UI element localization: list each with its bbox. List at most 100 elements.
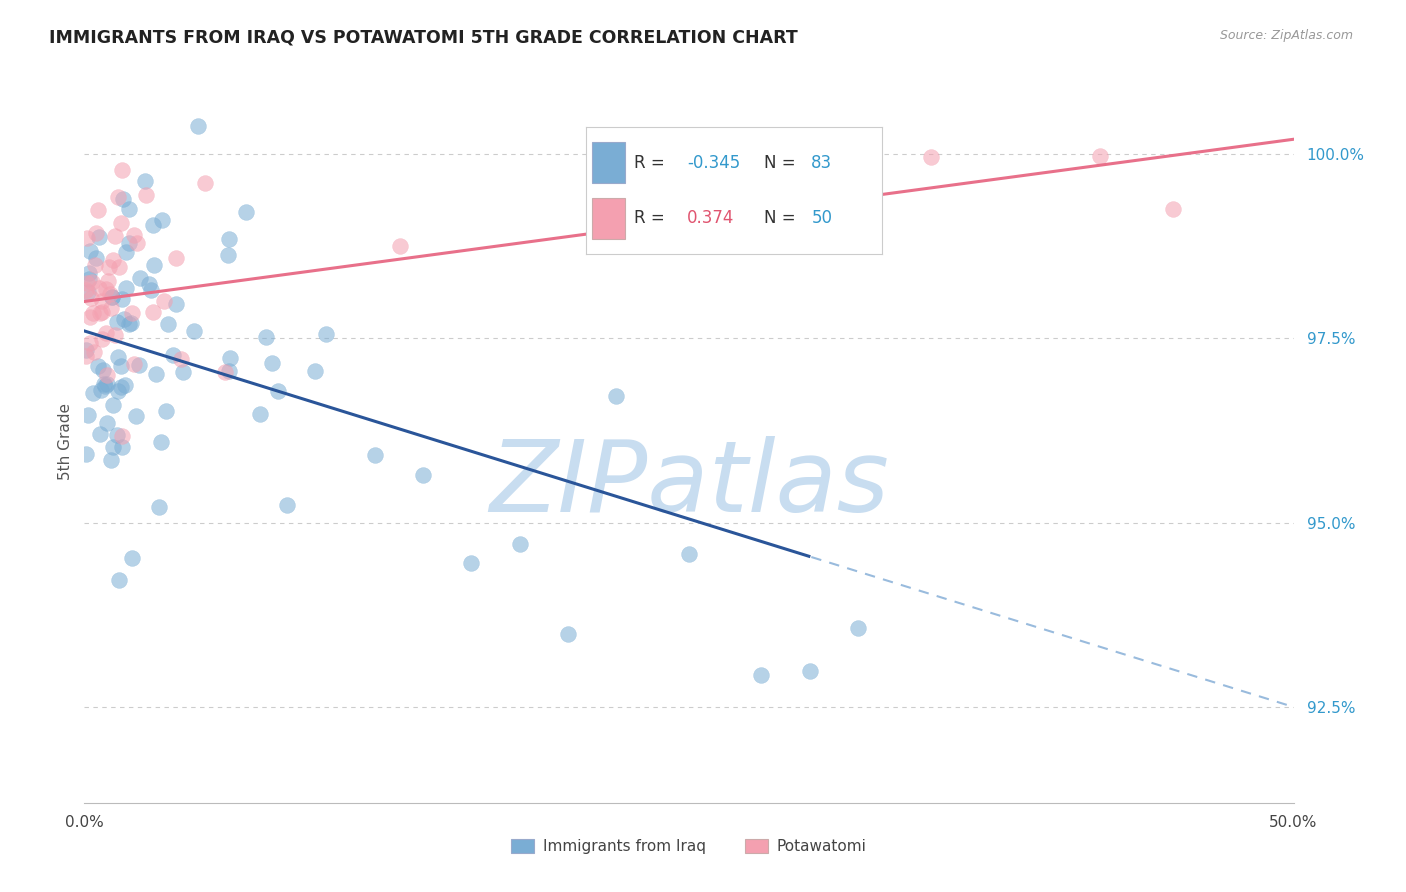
Point	[172, 365, 194, 379]
Point	[90, 383, 112, 397]
Point	[96, 376, 118, 391]
Point	[125, 409, 148, 423]
Point	[100, 453, 122, 467]
Point	[83, 344, 105, 359]
Point	[170, 352, 193, 367]
Point	[121, 306, 143, 320]
Point	[148, 500, 170, 514]
Point	[122, 357, 145, 371]
Point	[128, 359, 150, 373]
Point	[135, 188, 157, 202]
Point	[75, 283, 97, 297]
Point	[103, 398, 125, 412]
Point	[110, 380, 132, 394]
Point	[235, 204, 257, 219]
Point	[108, 573, 131, 587]
Point	[111, 429, 134, 443]
Text: Source: ZipAtlas.com: Source: ZipAtlas.com	[1219, 29, 1353, 42]
Point	[84, 227, 107, 241]
Point	[107, 190, 129, 204]
Point	[138, 277, 160, 292]
Point	[315, 326, 337, 341]
Point	[104, 328, 127, 343]
Point	[218, 363, 240, 377]
Point	[96, 416, 118, 430]
Point	[101, 441, 124, 455]
Point	[389, 239, 412, 253]
Point	[1161, 202, 1184, 216]
Point	[100, 301, 122, 315]
Point	[87, 230, 110, 244]
Point	[150, 212, 173, 227]
Point	[218, 232, 240, 246]
Point	[165, 297, 187, 311]
Point	[101, 290, 124, 304]
Point	[80, 291, 103, 305]
Point	[93, 376, 115, 391]
Point	[79, 336, 101, 351]
Point	[142, 305, 165, 319]
Point	[79, 244, 101, 258]
Point	[97, 274, 120, 288]
Point	[141, 283, 163, 297]
Point	[82, 306, 104, 320]
Point	[134, 174, 156, 188]
Point	[118, 317, 141, 331]
Point	[108, 260, 131, 274]
Text: IMMIGRANTS FROM IRAQ VS POTAWATOMI 5TH GRADE CORRELATION CHART: IMMIGRANTS FROM IRAQ VS POTAWATOMI 5TH G…	[49, 29, 799, 46]
Point	[142, 219, 165, 233]
Point	[104, 229, 127, 244]
Point	[75, 447, 97, 461]
Point	[98, 260, 121, 275]
Point	[110, 359, 132, 373]
Point	[77, 271, 100, 285]
Point	[89, 281, 111, 295]
Point	[80, 275, 103, 289]
Point	[89, 426, 111, 441]
Point	[153, 293, 176, 308]
Point	[121, 550, 143, 565]
Point	[920, 150, 942, 164]
Point	[98, 286, 121, 301]
Text: ZIPatlas: ZIPatlas	[489, 436, 889, 533]
Point	[267, 384, 290, 398]
Point	[101, 290, 124, 304]
Point	[76, 231, 98, 245]
Point	[605, 389, 627, 403]
Point	[118, 235, 141, 250]
Point	[460, 556, 482, 570]
Point	[678, 547, 700, 561]
Point	[145, 367, 167, 381]
Point	[162, 348, 184, 362]
Point	[799, 182, 821, 196]
Point	[127, 236, 149, 251]
Point	[114, 377, 136, 392]
Point	[115, 281, 138, 295]
Point	[304, 364, 326, 378]
Point	[194, 176, 217, 190]
Point	[262, 356, 284, 370]
Point	[799, 664, 821, 678]
Point	[89, 306, 111, 320]
Point	[90, 305, 112, 319]
Point	[118, 202, 141, 217]
Point	[79, 310, 101, 324]
Point	[142, 258, 165, 272]
Point	[111, 192, 134, 206]
Point	[75, 343, 97, 357]
Point	[84, 258, 107, 272]
Point	[187, 120, 209, 134]
Point	[1088, 149, 1111, 163]
Point	[363, 448, 385, 462]
Point	[157, 317, 180, 331]
Point	[249, 407, 271, 421]
Point	[115, 244, 138, 259]
Point	[77, 266, 100, 280]
Point	[107, 384, 129, 399]
Point	[218, 351, 240, 366]
Point	[155, 403, 177, 417]
Point	[120, 316, 142, 330]
Point	[846, 621, 869, 635]
Point	[77, 285, 100, 299]
Point	[217, 248, 239, 262]
